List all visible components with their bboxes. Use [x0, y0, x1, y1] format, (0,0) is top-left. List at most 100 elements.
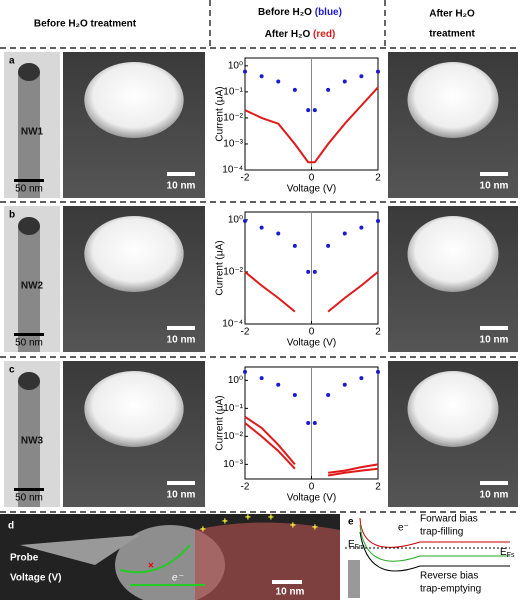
- header-mid-2: After H₂O (red): [265, 29, 336, 40]
- scale-bar: [167, 481, 195, 485]
- data-point: [259, 74, 264, 79]
- x-tick-label: 0: [309, 327, 315, 338]
- catalyst-particle: [407, 62, 499, 138]
- scale-bar: [480, 481, 508, 485]
- data-point: [359, 376, 364, 381]
- efs-label: EFs: [500, 547, 515, 559]
- data-point: [306, 269, 311, 274]
- y-tick-label: 10⁻³: [223, 459, 243, 470]
- scale-label: 10 nm: [276, 587, 305, 598]
- reverse-label: Reverse bias: [420, 571, 478, 582]
- data-point: [359, 74, 364, 79]
- charges: + + + + + +: [200, 513, 318, 536]
- y-tick-label: 10⁻⁴: [222, 319, 243, 330]
- data-line: [244, 415, 379, 477]
- y-tick-label: 10⁻²: [223, 113, 243, 124]
- y-tick-label: 10⁰: [228, 375, 243, 386]
- separators: [0, 0, 520, 513]
- nanowire-label: NW2: [21, 281, 44, 292]
- header-mid-1: Before H₂O (blue): [258, 7, 342, 18]
- header-blue: (blue): [315, 7, 342, 18]
- data-point: [276, 382, 281, 387]
- y-tick-label: 10⁰: [228, 60, 243, 71]
- voltage-label: Voltage (V): [10, 573, 61, 584]
- data-point: [259, 225, 264, 230]
- data-point: [342, 231, 347, 236]
- nanowire-rod: [18, 72, 40, 198]
- panel-label: b: [9, 210, 15, 221]
- plus-sign: +: [268, 513, 274, 524]
- nanowire-rod: [18, 381, 40, 507]
- data-point: [326, 393, 331, 397]
- scale-bar: [480, 326, 508, 330]
- plus-sign: +: [200, 525, 206, 536]
- nanowire-label: NW3: [21, 436, 44, 447]
- data-point: [359, 225, 364, 230]
- plus-sign: +: [312, 523, 318, 534]
- y-tick-label: 10⁻³: [223, 139, 243, 150]
- band: [359, 517, 510, 548]
- scale-label: 50 nm: [15, 493, 43, 504]
- catalyst-particle: [84, 371, 184, 447]
- data-point: [326, 243, 331, 248]
- scale-label: 10 nm: [167, 181, 196, 192]
- plus-sign: +: [222, 517, 228, 528]
- y-axis-label: Current (μA): [215, 86, 226, 141]
- data-point: [376, 219, 380, 224]
- y-tick-label: 10⁻²: [223, 431, 243, 442]
- scale-label: 10 nm: [167, 335, 196, 346]
- header-after-1: After H₂O: [429, 9, 475, 20]
- x-tick-label: -2: [241, 327, 250, 338]
- catalyst-particle: [84, 62, 184, 138]
- panel-label: e: [348, 517, 354, 528]
- x-axis-label: Voltage (V): [287, 493, 336, 504]
- data-point: [292, 87, 297, 92]
- scale-bar: [480, 172, 508, 176]
- efm-label: EFm: [348, 539, 365, 551]
- scale-label: 10 nm: [480, 490, 509, 501]
- y-axis-label: Current (μA): [215, 240, 226, 295]
- scale-label: 50 nm: [15, 338, 43, 349]
- catalyst-particle: [407, 216, 499, 292]
- y-tick-label: 10⁻⁴: [222, 165, 243, 176]
- x-tick-label: 2: [375, 482, 381, 493]
- efs-sub: Fs: [507, 552, 515, 559]
- y-tick-label: 10⁻¹: [223, 87, 243, 98]
- catalyst-particle: [84, 216, 184, 292]
- header-red: (red): [313, 29, 335, 40]
- scale-bar: [14, 333, 44, 336]
- y-axis-label: Current (μA): [215, 395, 226, 450]
- plus-sign: +: [245, 513, 251, 524]
- data-point: [259, 376, 264, 381]
- header-before: Before H₂O treatment: [34, 19, 137, 30]
- data-point: [342, 79, 347, 84]
- probe-label: Probe: [10, 553, 39, 564]
- data-line: [244, 422, 379, 474]
- data-point: [292, 393, 297, 397]
- data-point: [342, 382, 347, 387]
- data-point: [312, 269, 317, 274]
- y-tick-label: 10⁻¹: [223, 403, 243, 414]
- nanowire-rod: [18, 226, 40, 352]
- forward-label: Forward bias: [420, 514, 478, 525]
- arrow: [119, 544, 191, 574]
- scale-label: 10 nm: [480, 181, 509, 192]
- y-tick-label: 10⁰: [228, 214, 243, 225]
- x-tick-label: -2: [241, 173, 250, 184]
- data-point: [312, 421, 317, 425]
- data-point: [276, 79, 281, 84]
- x-tick-label: 0: [309, 173, 315, 184]
- x-tick-label: -2: [241, 482, 250, 493]
- data-point: [276, 231, 281, 236]
- nanowire-cap: [18, 372, 40, 390]
- metal: [348, 560, 360, 598]
- data-point: [306, 421, 311, 425]
- data-point: [376, 69, 380, 74]
- x-axis-label: Voltage (V): [287, 338, 336, 349]
- x-axis-label: Voltage (V): [287, 184, 336, 195]
- panel-label: c: [9, 365, 15, 376]
- data-point: [306, 108, 311, 113]
- data-line: [244, 271, 379, 313]
- efm-sub: Fm: [355, 544, 365, 551]
- data-point: [326, 87, 331, 92]
